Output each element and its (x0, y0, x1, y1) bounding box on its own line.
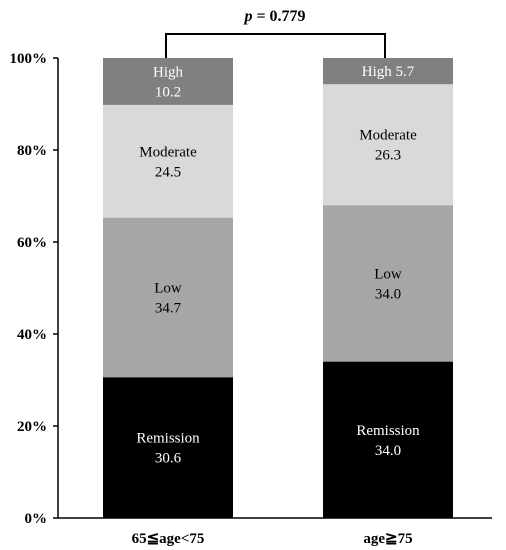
bar-segment-moderate-1 (103, 104, 233, 218)
segment-label-moderate-2-line2: 26.3 (375, 148, 401, 164)
segment-label-high-1-line2: 10.2 (155, 84, 181, 100)
segment-label-low-1-line2: 34.7 (155, 300, 182, 316)
bar-segment-moderate-2 (323, 84, 453, 206)
p-symbol: p (242, 8, 252, 25)
bar-segment-high-2 (323, 58, 453, 85)
axes-layer: 0% 20% 40% 60% 80% 100% (10, 51, 492, 527)
segment-label-moderate-1-line1: Moderate (139, 144, 197, 160)
segment-label-moderate-1-line2: 24.5 (155, 164, 181, 180)
p-value: = 0.779 (256, 8, 305, 25)
y-tick-label-5: 100% (10, 51, 48, 67)
bracket-line (165, 33, 386, 58)
bar-segment-low-1 (103, 217, 233, 378)
labels-layer: Remission 30.6 Low 34.7 Moderate 24.5 High 10.2… (132, 64, 421, 547)
segment-label-remission-2-line2: 34.0 (375, 443, 401, 459)
x-tick-label-1: 65≦age<75 (132, 531, 205, 547)
bar-segment-remission-1 (103, 377, 233, 518)
segment-label-remission-2-line1: Remission (356, 423, 420, 439)
y-tick-label-4: 80% (17, 143, 47, 159)
segment-label-moderate-2-line1: Moderate (359, 128, 417, 144)
y-tick-label-0: 0% (25, 511, 48, 527)
bar-segment-low-2 (323, 205, 453, 362)
bar-segment-remission-2 (323, 361, 453, 518)
bars-layer (103, 58, 453, 518)
segment-label-high-1-line1: High (153, 64, 184, 80)
segment-label-low-2-line1: Low (374, 266, 402, 282)
x-tick-label-2: age≧75 (363, 531, 412, 547)
y-tick-label-2: 40% (17, 327, 47, 343)
segment-label-remission-1-line2: 30.6 (155, 451, 182, 467)
segment-label-remission-1-line1: Remission (136, 431, 200, 447)
segment-label-low-1-line1: Low (154, 280, 182, 296)
y-tick-label-1: 20% (17, 419, 47, 435)
segment-label-low-2-line2: 34.0 (375, 286, 401, 302)
y-tick-label-3: 60% (17, 235, 47, 251)
p-value-bracket: p = 0.779 (165, 8, 386, 58)
segment-label-high-2-line1: High 5.7 (362, 64, 415, 80)
p-value-label: p = 0.779 (242, 8, 305, 25)
bar-segment-high-1 (103, 58, 233, 105)
